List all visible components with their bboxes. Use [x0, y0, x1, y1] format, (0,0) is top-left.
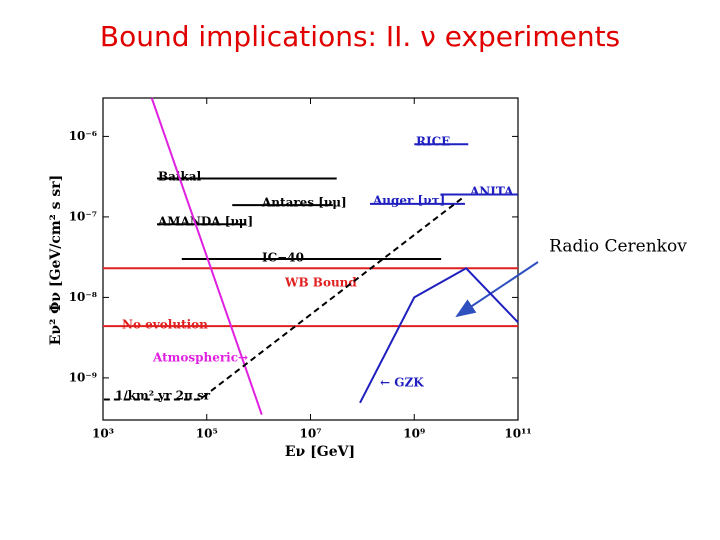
x-tick-label: 10³ [92, 427, 114, 441]
series-label: Atmospheric→ [152, 351, 248, 365]
series-label: ANITA [469, 185, 514, 199]
series-label: Antares [νμ] [261, 196, 347, 210]
y-axis-title: Eν² Φν [GeV/cm² s sr] [48, 175, 64, 346]
x-tick-label: 10⁵ [196, 427, 218, 441]
series-label: AMANDA [νμ] [157, 215, 253, 229]
series-label: ← GZK [380, 376, 424, 390]
series-label: RICE [416, 135, 450, 149]
annotation-arrow [455, 261, 539, 318]
series-line [150, 97, 263, 415]
x-axis-title: Eν [GeV] [285, 444, 355, 460]
annotation: Radio Cerenkov [549, 237, 687, 257]
slide-title: Bound implications: II. ν experiments [100, 20, 620, 53]
x-tick-label: 10⁹ [403, 427, 425, 441]
y-tick-label: 10⁻⁸ [69, 290, 97, 304]
series-label: IC−40 [262, 251, 304, 265]
series-label: WB Bound [284, 276, 357, 290]
x-tick-label: 10¹¹ [504, 427, 531, 441]
y-tick-label: 10⁻⁹ [69, 370, 97, 384]
series-label: Auger [ντ] [372, 194, 445, 208]
y-tick-label: 10⁻⁶ [69, 129, 97, 143]
series-label: 1/km² yr 2π sr [115, 389, 211, 403]
series-label: No evolution [122, 318, 208, 332]
x-tick-label: 10⁷ [300, 427, 322, 441]
series-line [359, 267, 519, 404]
series-line [103, 197, 463, 401]
y-tick-label: 10⁻⁷ [69, 209, 97, 223]
